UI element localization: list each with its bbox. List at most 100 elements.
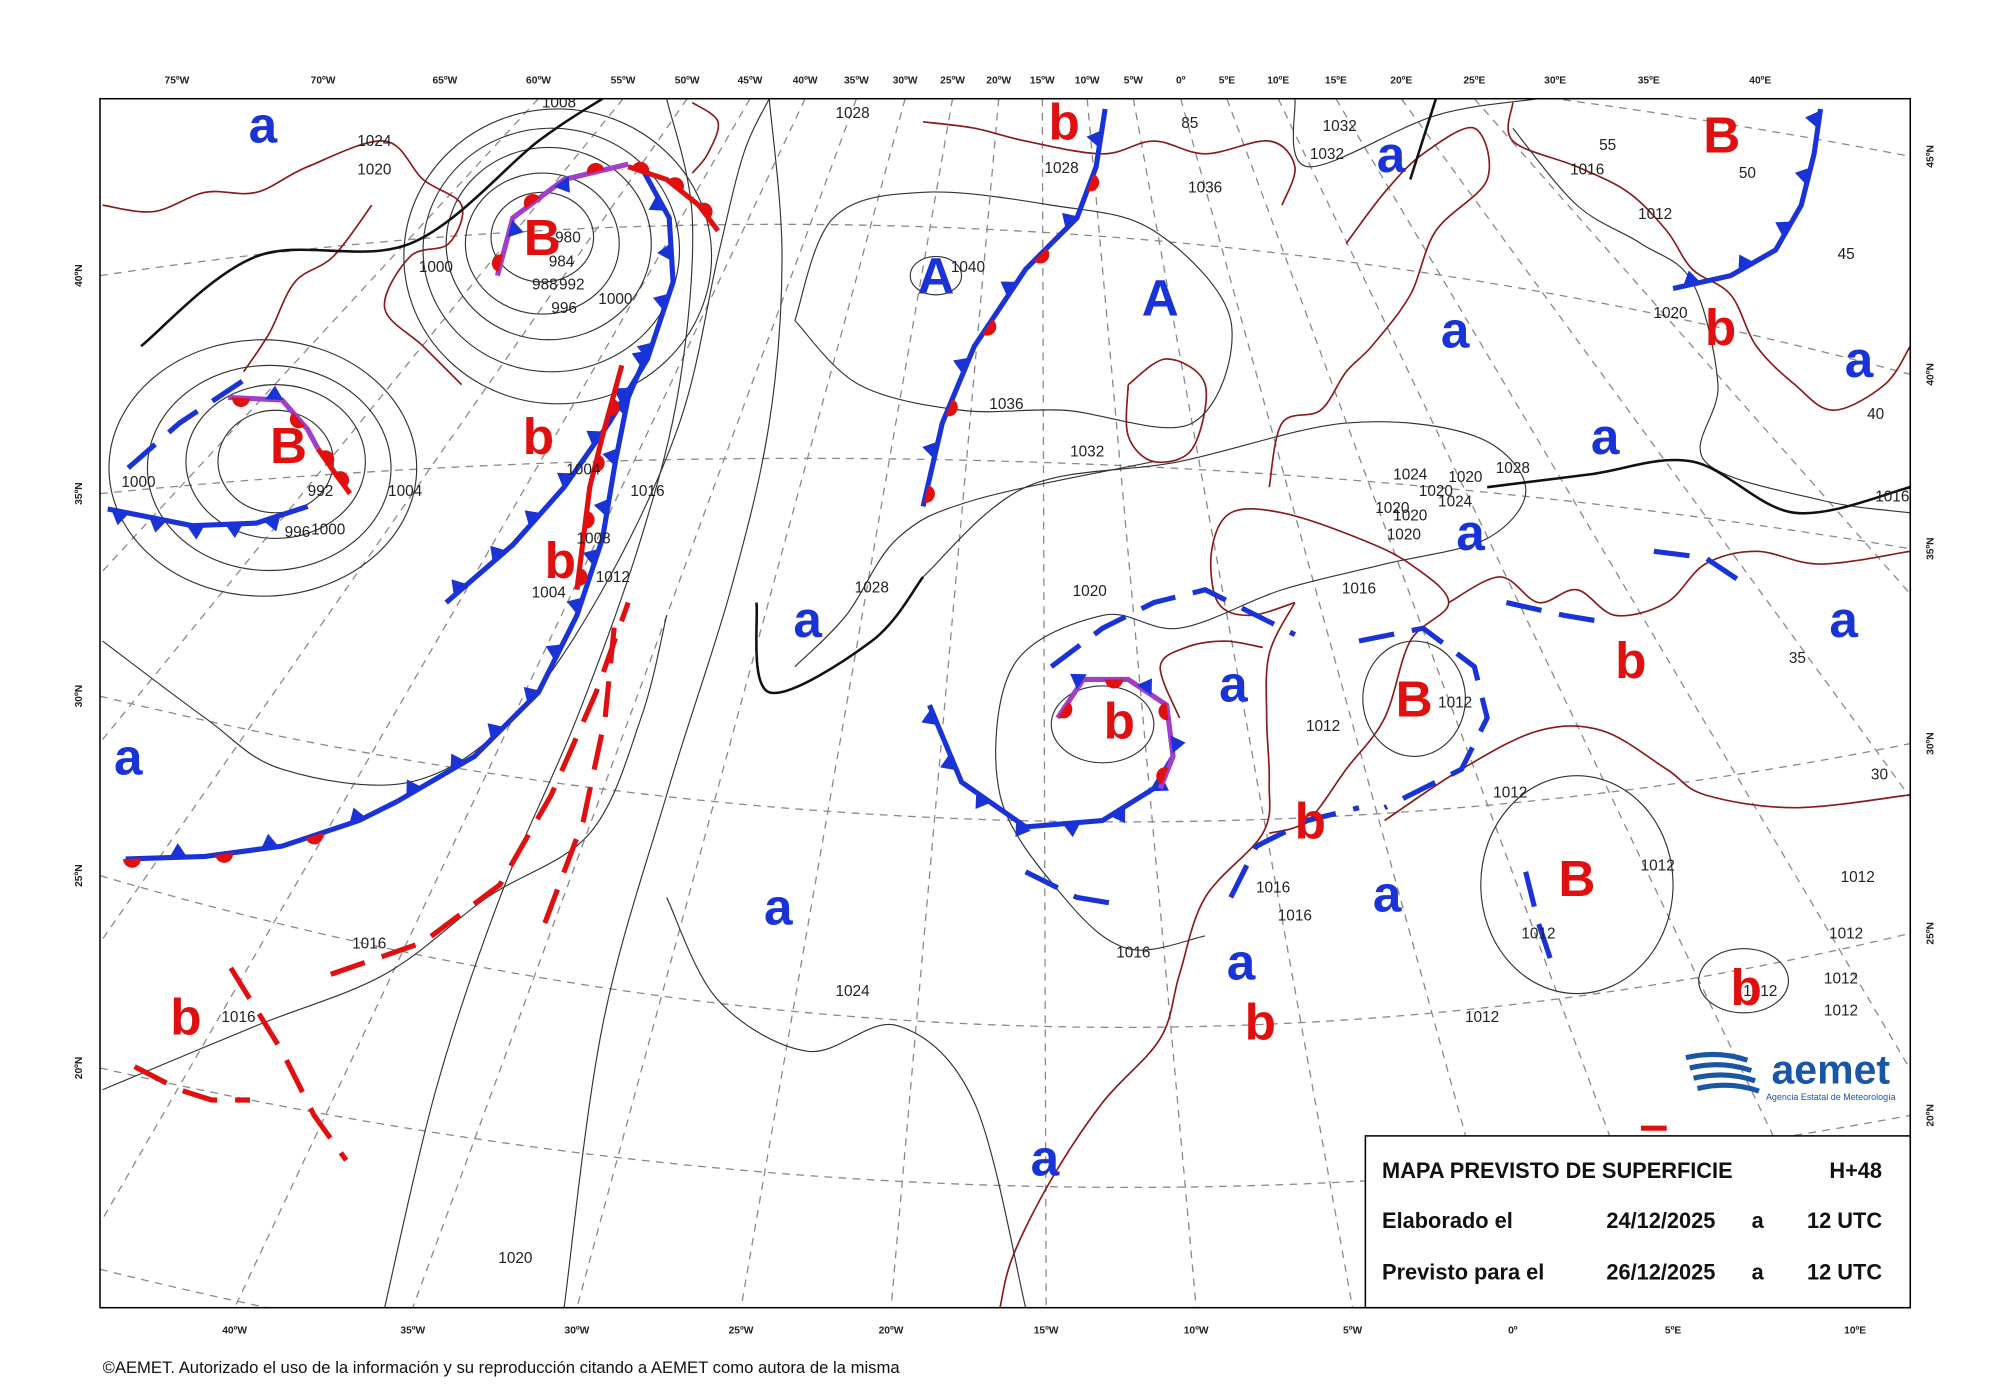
longitude-label: 40ºW [222, 1325, 247, 1336]
isobar [464, 172, 620, 315]
longitude-label: 15ºE [1325, 75, 1347, 86]
meridian [100, 98, 688, 944]
isobar-label: 1028 [835, 105, 869, 122]
isobar [108, 339, 418, 597]
isobar-label: 988 [532, 277, 558, 294]
longitude-label: 35ºE [1638, 75, 1660, 86]
isobar-label: 1028 [1044, 160, 1078, 177]
front-semicircle [305, 832, 324, 845]
info-cell: Previsto para el [1382, 1259, 1544, 1284]
isobar [666, 897, 1027, 1308]
isobar-label: 1020 [1375, 500, 1409, 517]
front-triangle [953, 357, 970, 375]
front-semicircle [523, 194, 540, 209]
front [133, 1064, 251, 1103]
longitude-label: 40ºW [793, 75, 818, 86]
meridian [576, 98, 906, 1308]
front-semicircle [698, 202, 713, 219]
meridian [890, 98, 1000, 1308]
front-triangle [582, 548, 600, 566]
front-semicircle [491, 254, 504, 272]
front-triangle [652, 293, 670, 311]
longitude-label: 10ºW [1184, 1325, 1209, 1336]
isobar-label: 45 [1838, 246, 1855, 263]
front [329, 601, 631, 977]
front-triangle [1794, 167, 1811, 185]
front-semicircle [334, 471, 350, 488]
isobar-label: 992 [308, 483, 334, 500]
isobar-label: 996 [551, 300, 577, 317]
front-triangle [631, 350, 649, 368]
info-box: MAPA PREVISTO DE SUPERFICIE H+48 Elaborado… [1364, 1135, 1912, 1309]
meridian [100, 98, 539, 575]
pressure-center: a [1845, 331, 1874, 388]
front-triangle [1062, 822, 1081, 838]
isobar-bold [1409, 98, 1438, 180]
meridian [1086, 98, 1197, 1308]
pressure-center: a [249, 96, 278, 153]
isobar-label: 1012 [1824, 1002, 1858, 1019]
pressure-center: b [170, 989, 201, 1046]
front-triangle [406, 779, 422, 797]
front [1672, 108, 1824, 291]
front-triangle [1738, 254, 1755, 272]
longitude-label: 15ºW [1030, 75, 1055, 86]
longitude-label: 30ºW [565, 1325, 590, 1336]
front-triangle [263, 515, 281, 532]
info-title: MAPA PREVISTO DE SUPERFICIE [1382, 1158, 1733, 1183]
pressure-center: a [1031, 1130, 1060, 1187]
longitude-label: 0º [1176, 75, 1186, 86]
front-triangle [1683, 270, 1701, 287]
isobar-label: 992 [559, 277, 585, 294]
pressure-center: b [1730, 959, 1761, 1016]
front-triangle [636, 342, 653, 360]
meridian [1277, 98, 1856, 1308]
isobar-label: 1020 [1387, 527, 1421, 544]
front-semicircle [123, 858, 142, 868]
front-triangle [1170, 735, 1186, 754]
isobar-label: 1036 [1188, 179, 1222, 196]
isobar-label: 1016 [1256, 879, 1290, 896]
meridian [1226, 98, 1674, 1308]
front [1505, 600, 1603, 625]
isobar-label: 1016 [630, 483, 664, 500]
logo-name: aemet [1771, 1046, 1890, 1092]
isobar [1362, 640, 1466, 757]
isobar [146, 364, 392, 572]
logo-swirl [1689, 1062, 1753, 1073]
front-triangle [487, 723, 504, 740]
isobar-label: 1000 [121, 474, 155, 491]
pressure-center: B [270, 417, 307, 474]
front-triangle [545, 644, 563, 661]
longitude-label: 5ºW [1343, 1325, 1362, 1336]
front [542, 615, 618, 924]
isobar [185, 384, 366, 540]
front-triangle [111, 509, 130, 526]
isobar [102, 98, 770, 786]
coastline [922, 120, 1296, 206]
isobar-label: 1016 [1570, 161, 1604, 178]
front-semicircle [232, 397, 250, 408]
front-triangle [523, 687, 541, 704]
front-triangle [554, 176, 570, 193]
front-semicircle [289, 412, 305, 429]
info-cell: a [1752, 1208, 1765, 1233]
front-triangle [922, 441, 939, 459]
latitude-label: 35ºN [1925, 537, 1936, 560]
front-semicircle [631, 161, 650, 174]
isobar [445, 146, 652, 341]
isobar-label: 1016 [1116, 945, 1150, 962]
front-semicircle [945, 399, 958, 417]
longitude-label: 0º [1508, 1325, 1518, 1336]
front-semicircle [577, 568, 588, 586]
parallel [100, 695, 1911, 823]
info-cell: 24/12/2025 [1606, 1208, 1715, 1233]
coastline [1125, 358, 1208, 464]
longitude-label: 25ºE [1463, 75, 1485, 86]
isobar-label: 1016 [1342, 581, 1376, 598]
front-triangle [1086, 130, 1102, 148]
isobar-label: 980 [555, 229, 581, 246]
latitude-label: 25ºN [74, 864, 85, 887]
